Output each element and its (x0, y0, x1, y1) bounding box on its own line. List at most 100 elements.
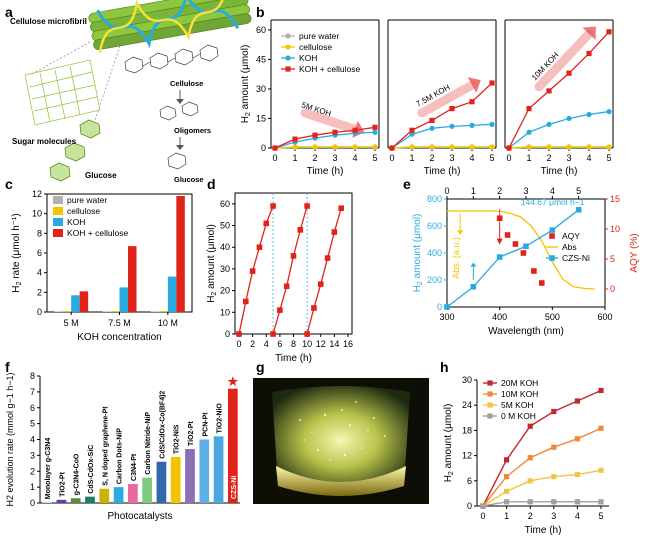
data-point (270, 331, 276, 337)
y-tick-label: 60 (220, 199, 230, 209)
x-tick-label: 6 (277, 339, 282, 349)
trend-arrow (534, 29, 594, 92)
bar-category-label: Monolayer g-C3N4 (45, 438, 52, 500)
panel-label-d: d (207, 176, 216, 192)
panel-label-c: c (5, 176, 13, 192)
data-point (331, 229, 338, 235)
right-y-tick-label: 15 (610, 194, 620, 204)
left-y-tick-label: 200 (427, 275, 442, 285)
cycle-line (306, 208, 342, 335)
y-tick-label: 5 (30, 419, 35, 429)
bar (128, 483, 138, 503)
data-point (429, 125, 435, 131)
series-line (508, 31, 610, 149)
data-point (277, 307, 283, 313)
y-tick-label: 12 (462, 451, 472, 461)
series-line (508, 110, 610, 149)
data-point (236, 331, 242, 337)
y-tick-label: 0 (37, 307, 42, 317)
data-point (304, 331, 310, 337)
data-point (504, 488, 510, 494)
x-tick-label: 4 (469, 153, 474, 163)
data-point (566, 144, 572, 150)
x-tick-label: 0 (389, 153, 394, 163)
legend-label: 20M KOH (501, 378, 538, 388)
right-y-tick-label: 10 (610, 224, 620, 234)
y-tick-label: 3 (30, 450, 35, 460)
legend-swatch (53, 218, 63, 226)
y-tick-label: 20 (220, 286, 230, 296)
legend-label: 10M KOH (501, 389, 538, 399)
x-tick-label: 10 M (158, 318, 178, 328)
x-tick-label: 3 (332, 153, 337, 163)
y-tick-label: 50 (220, 221, 230, 231)
x-tick-label: 0 (272, 153, 277, 163)
legend-marker (487, 380, 493, 386)
bar (113, 487, 124, 503)
legend-label: KOH + cellulose (299, 64, 360, 74)
y-axis-label: H2 evolution rate (mmol g−1 h−1) (5, 372, 15, 506)
bar-category-label: Carbon Nitride-NiP (145, 412, 152, 475)
left-y-tick-label: 0 (437, 302, 442, 312)
star-icon (227, 376, 239, 387)
x-tick-label: 7.5 M (108, 318, 131, 328)
data-point (506, 145, 512, 151)
data-point (256, 244, 263, 251)
data-point (283, 283, 290, 290)
legend-label: KOH (299, 53, 317, 63)
bar (62, 311, 72, 312)
x-tick-label: 2 (429, 153, 434, 163)
y-axis-label: H2 amount (μmol) (240, 45, 252, 124)
cycle-line (272, 205, 308, 335)
data-point (546, 88, 552, 94)
legend-label: 0 M KOH (501, 411, 536, 421)
panel-label-f: f (5, 359, 10, 375)
x-tick-label: 3 (449, 153, 454, 163)
panel-label-h: h (440, 359, 449, 375)
data-point (598, 499, 604, 505)
czs-ni-point (523, 243, 529, 250)
y-tick-label: 15 (256, 113, 266, 123)
data-point (243, 298, 249, 305)
bar-category-label: CZS-Ni (231, 476, 238, 499)
x-tick-label: 0 (480, 511, 485, 521)
legend-marker (285, 55, 291, 61)
bar (79, 291, 89, 312)
x-tick-label: 0 (506, 153, 511, 163)
data-point (504, 474, 510, 480)
left-y-tick-label: 600 (427, 221, 442, 231)
trend-arrow (300, 108, 360, 134)
bar-category-label: C3N4-Pt (131, 453, 138, 481)
label-glucose-right: Glucose (174, 175, 204, 184)
x-axis-label: KOH concentration (77, 332, 162, 343)
x-tick-label: 2 (250, 339, 255, 349)
data-point (504, 499, 510, 505)
bar (199, 439, 210, 503)
data-point (372, 129, 378, 135)
series-line (274, 126, 376, 149)
bar (111, 311, 120, 312)
x-tick-label: 2 (312, 153, 317, 163)
data-point (429, 144, 435, 150)
data-point (409, 131, 415, 137)
legend-marker (487, 413, 493, 419)
y-tick-label: 4 (37, 268, 42, 278)
y-tick-label: 45 (256, 54, 266, 64)
right-y-tick-label: 5 (610, 254, 615, 264)
x-tick-label: 400 (492, 312, 507, 322)
data-point (489, 121, 495, 127)
abs-axis-label: Abs. (a.u.) (451, 237, 461, 279)
y-axis-label: H2 amount (μmol) (206, 224, 218, 303)
legend-swatch (53, 196, 63, 204)
data-point (311, 305, 317, 311)
bar-category-label: TiO2-Pt (59, 471, 66, 496)
data-point (332, 129, 338, 135)
x-tick-label: 2 (546, 153, 551, 163)
x-tick-label: 5 (372, 153, 377, 163)
data-point (270, 203, 276, 209)
data-point (551, 474, 557, 480)
legend-label: KOH + cellulose (67, 228, 128, 238)
data-point (249, 268, 256, 274)
trend-arrow-head (467, 77, 481, 93)
